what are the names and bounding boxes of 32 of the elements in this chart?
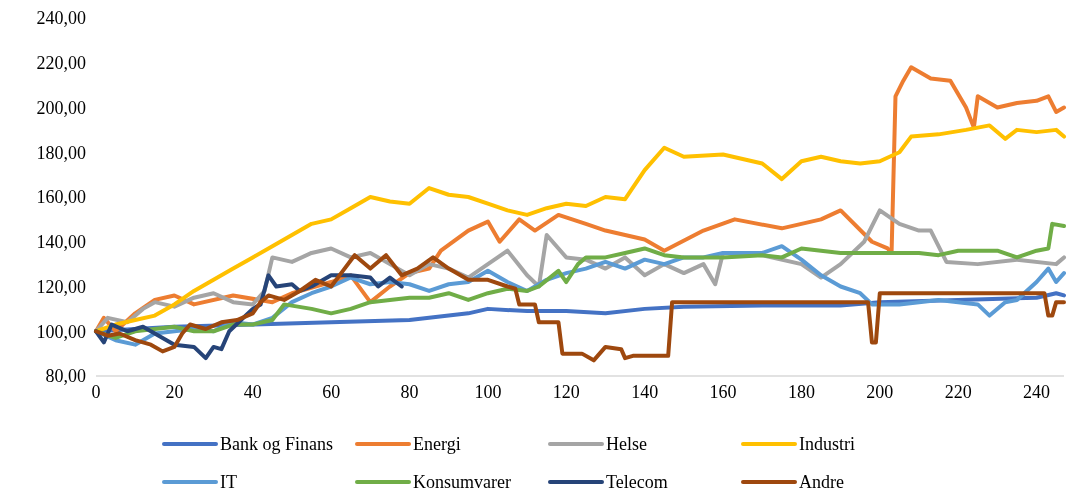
y-tick-label: 80,00 — [45, 366, 86, 387]
line-series — [94, 253, 1066, 363]
x-tick-label: 80 — [400, 382, 419, 402]
legend-label: IT — [220, 472, 237, 493]
legend-label: Bank og Finans — [220, 434, 334, 455]
legend-label: Andre — [799, 472, 844, 493]
y-tick-label: 220,00 — [36, 53, 86, 74]
x-tick-label: 20 — [165, 382, 184, 402]
y-tick-label: 200,00 — [36, 97, 86, 118]
legend-label: Industri — [799, 434, 855, 455]
y-tick-label: 140,00 — [36, 232, 86, 253]
line-series — [94, 123, 1066, 334]
x-tick-label: 140 — [631, 382, 659, 402]
y-tick-label: 120,00 — [36, 276, 86, 297]
x-tick-label: 120 — [552, 382, 580, 402]
x-tick-label: 200 — [866, 382, 894, 402]
y-tick-label: 180,00 — [36, 142, 86, 163]
x-tick-label: 160 — [709, 382, 737, 402]
y-tick-label: 240,00 — [36, 8, 86, 29]
legend-label: Helse — [606, 434, 647, 455]
legend-label: Konsumvarer — [413, 472, 511, 493]
x-tick-label: 180 — [787, 382, 815, 402]
x-tick-label: 100 — [474, 382, 502, 402]
legend-label: Telecom — [606, 472, 668, 493]
x-tick-label: 220 — [944, 382, 972, 402]
x-tick-label: 40 — [243, 382, 262, 402]
x-tick-label: 240 — [1023, 382, 1051, 402]
x-tick-label: 0 — [91, 382, 101, 402]
legend-label: Energi — [413, 434, 461, 455]
y-tick-label: 160,00 — [36, 187, 86, 208]
x-tick-label: 60 — [322, 382, 341, 402]
y-tick-label: 100,00 — [36, 321, 86, 342]
